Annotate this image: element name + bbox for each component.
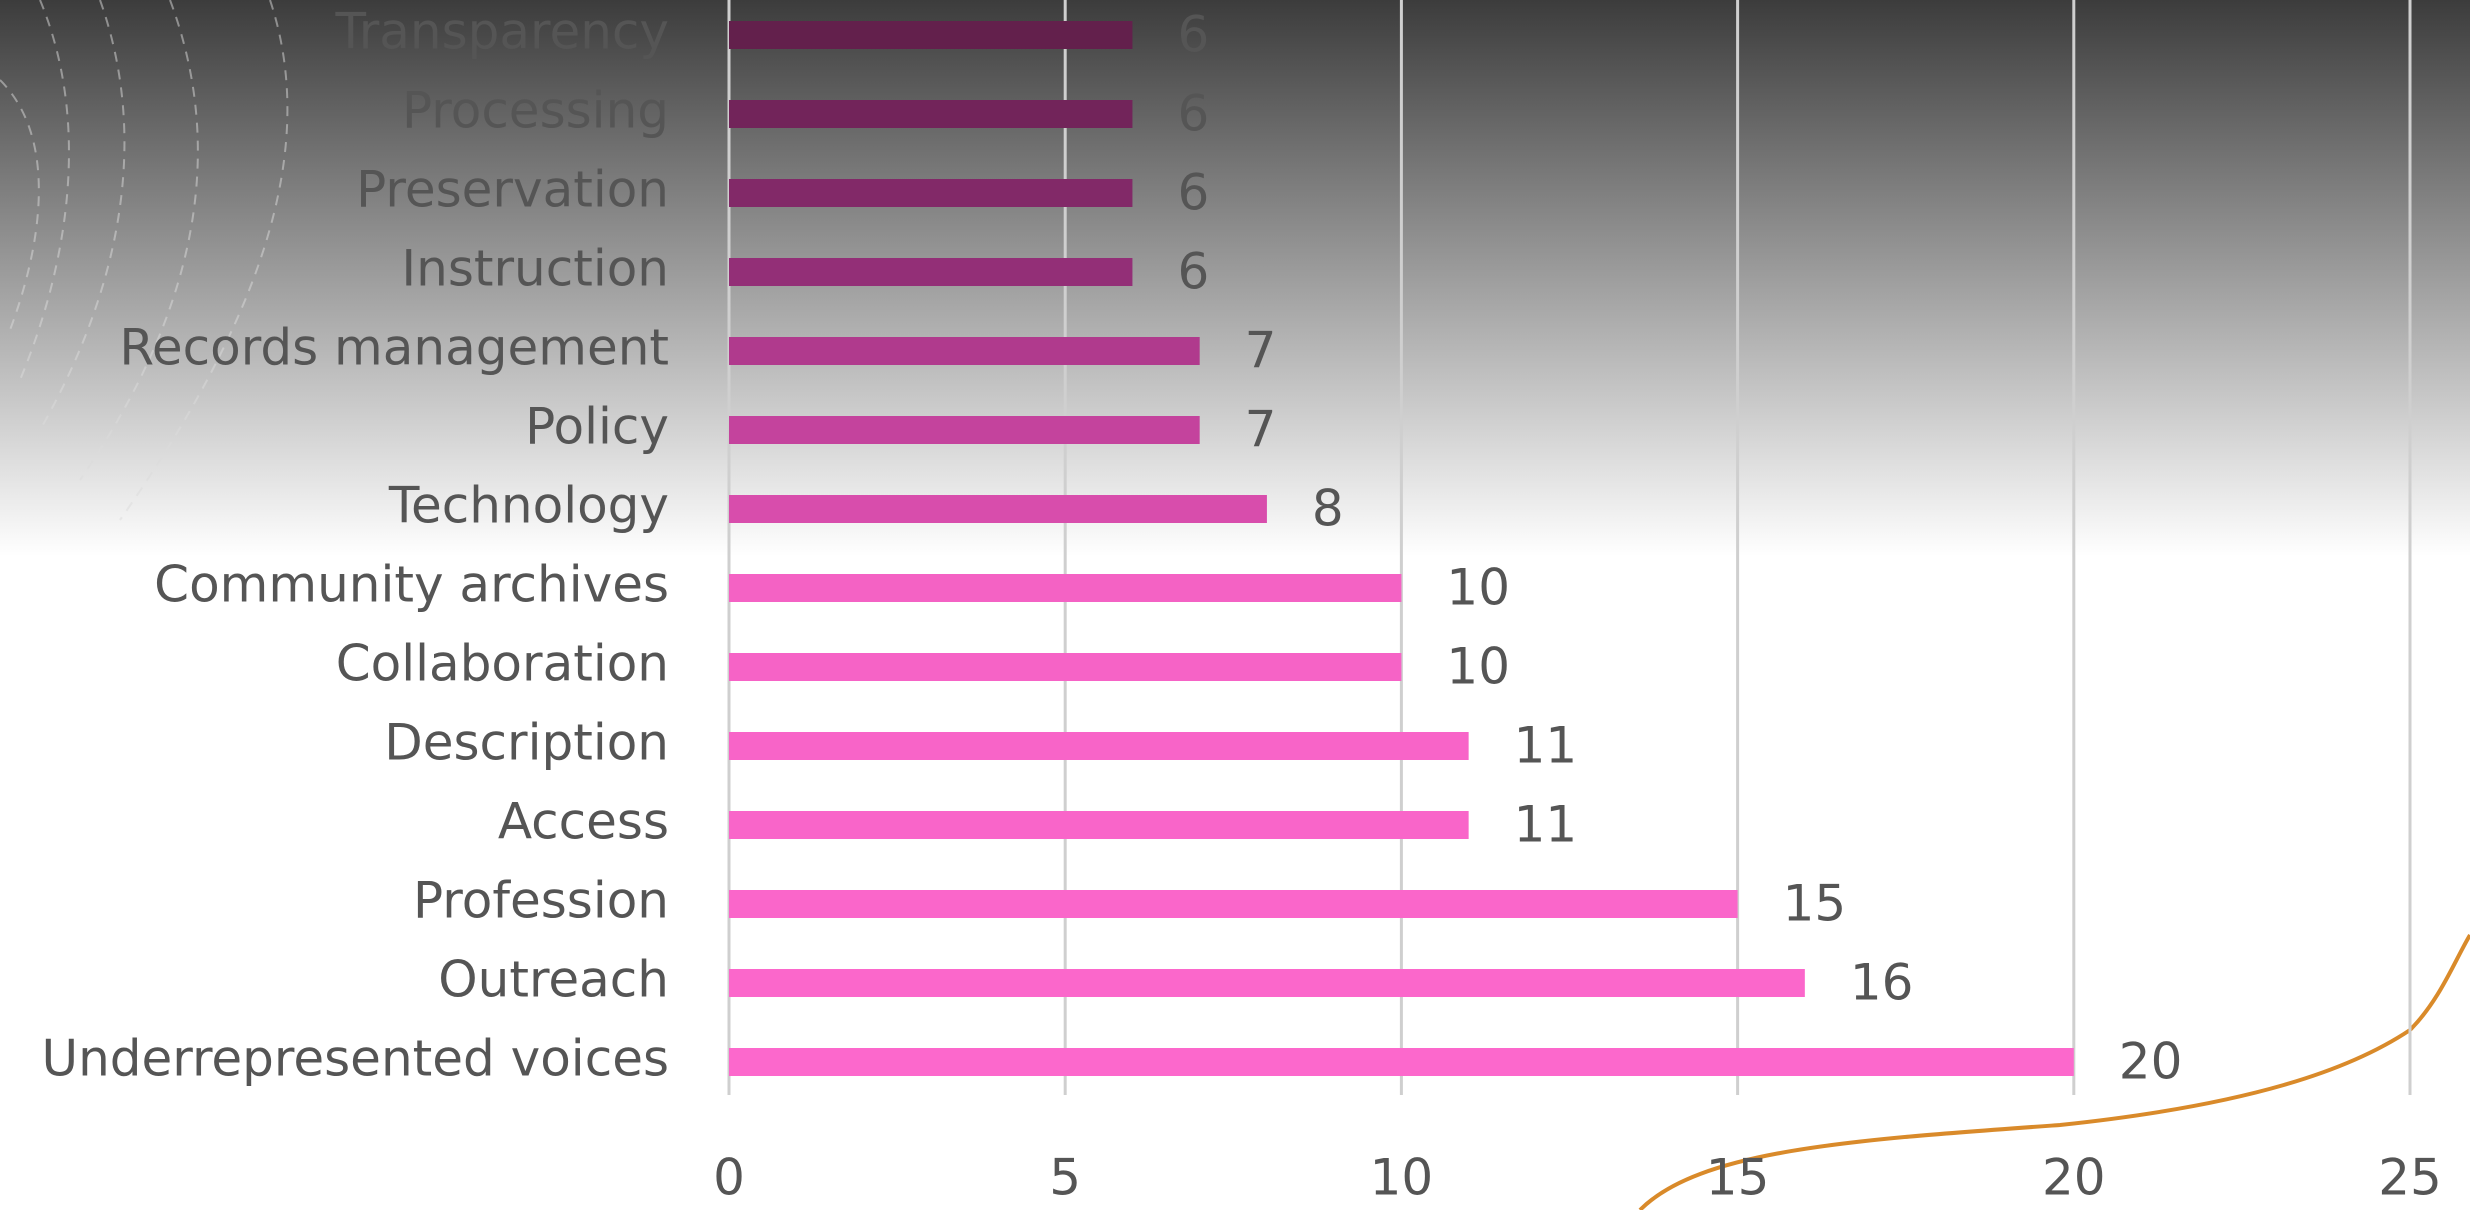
x-tick-label: 5 bbox=[1049, 1149, 1081, 1207]
y-tick-label: Preservation bbox=[356, 161, 669, 219]
y-tick-label: Community archives bbox=[154, 556, 669, 614]
x-tick-label: 0 bbox=[713, 1149, 745, 1207]
value-label: 8 bbox=[1312, 480, 1344, 538]
value-label: 11 bbox=[1514, 796, 1578, 854]
y-tick-label: Processing bbox=[402, 82, 669, 140]
bar bbox=[729, 495, 1267, 523]
y-tick-label: Transparency bbox=[335, 3, 670, 61]
bar bbox=[729, 732, 1469, 760]
value-label: 10 bbox=[1446, 559, 1510, 617]
value-label: 16 bbox=[1850, 954, 1914, 1012]
y-tick-label: Profession bbox=[413, 872, 669, 930]
value-label: 15 bbox=[1783, 875, 1847, 933]
x-tick-label: 15 bbox=[1706, 1149, 1770, 1207]
bar bbox=[729, 1048, 2074, 1076]
bar bbox=[729, 969, 1805, 997]
y-tick-label: Instruction bbox=[401, 240, 669, 298]
bar bbox=[729, 890, 1738, 918]
value-label: 6 bbox=[1177, 243, 1209, 301]
y-tick-label: Underrepresented voices bbox=[41, 1030, 669, 1088]
bar bbox=[729, 811, 1469, 839]
value-label: 6 bbox=[1177, 85, 1209, 143]
bar bbox=[729, 21, 1133, 49]
y-tick-label: Records management bbox=[119, 319, 669, 377]
bar bbox=[729, 179, 1133, 207]
bar bbox=[729, 258, 1133, 286]
value-label: 20 bbox=[2119, 1033, 2183, 1091]
y-tick-label: Policy bbox=[525, 398, 669, 456]
x-tick-label: 20 bbox=[2042, 1149, 2106, 1207]
value-label: 6 bbox=[1177, 6, 1209, 64]
bar bbox=[729, 337, 1200, 365]
value-label: 6 bbox=[1177, 164, 1209, 222]
y-tick-label: Outreach bbox=[438, 951, 669, 1009]
bar bbox=[729, 416, 1200, 444]
y-tick-label: Description bbox=[384, 714, 669, 772]
decor-lines bbox=[0, 0, 289, 521]
x-tick-label: 25 bbox=[2378, 1149, 2442, 1207]
value-label: 7 bbox=[1245, 401, 1277, 459]
decor-curve bbox=[1638, 933, 2470, 1210]
bar bbox=[729, 653, 1402, 681]
x-tick-label: 10 bbox=[1370, 1149, 1434, 1207]
bar bbox=[729, 574, 1402, 602]
value-label: 11 bbox=[1514, 717, 1578, 775]
y-tick-label: Technology bbox=[388, 477, 669, 535]
value-label: 7 bbox=[1245, 322, 1277, 380]
bar bbox=[729, 100, 1133, 128]
value-label: 10 bbox=[1446, 638, 1510, 696]
y-tick-label: Collaboration bbox=[336, 635, 669, 693]
y-tick-label: Access bbox=[498, 793, 669, 851]
